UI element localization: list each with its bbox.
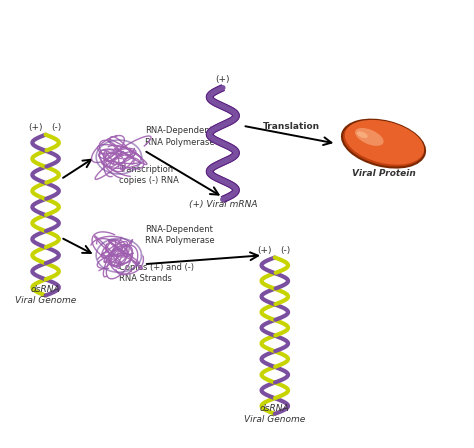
- Text: RNA-Dependent
RNA Polymerase: RNA-Dependent RNA Polymerase: [145, 126, 214, 146]
- Text: RNA-Dependent
RNA Polymerase: RNA-Dependent RNA Polymerase: [145, 224, 214, 245]
- Ellipse shape: [357, 131, 368, 138]
- Text: dsRNA
Viral Genome: dsRNA Viral Genome: [244, 404, 305, 424]
- Text: Transcription
copies (-) RNA: Transcription copies (-) RNA: [119, 165, 179, 185]
- Ellipse shape: [345, 120, 424, 165]
- Ellipse shape: [355, 128, 383, 146]
- Text: Viral Protein: Viral Protein: [352, 169, 415, 178]
- Text: (+): (+): [257, 246, 272, 255]
- Text: (+) Viral mRNA: (+) Viral mRNA: [189, 200, 257, 210]
- Text: Copies (+) and (-)
RNA Strands: Copies (+) and (-) RNA Strands: [119, 263, 194, 283]
- Text: (-): (-): [51, 123, 61, 132]
- Text: (+): (+): [216, 75, 230, 84]
- Text: Translation: Translation: [263, 122, 320, 131]
- Text: dsRNA
Viral Genome: dsRNA Viral Genome: [15, 285, 76, 306]
- Polygon shape: [206, 85, 239, 202]
- Ellipse shape: [342, 120, 425, 168]
- Text: (-): (-): [280, 246, 291, 255]
- Text: (+): (+): [28, 123, 43, 132]
